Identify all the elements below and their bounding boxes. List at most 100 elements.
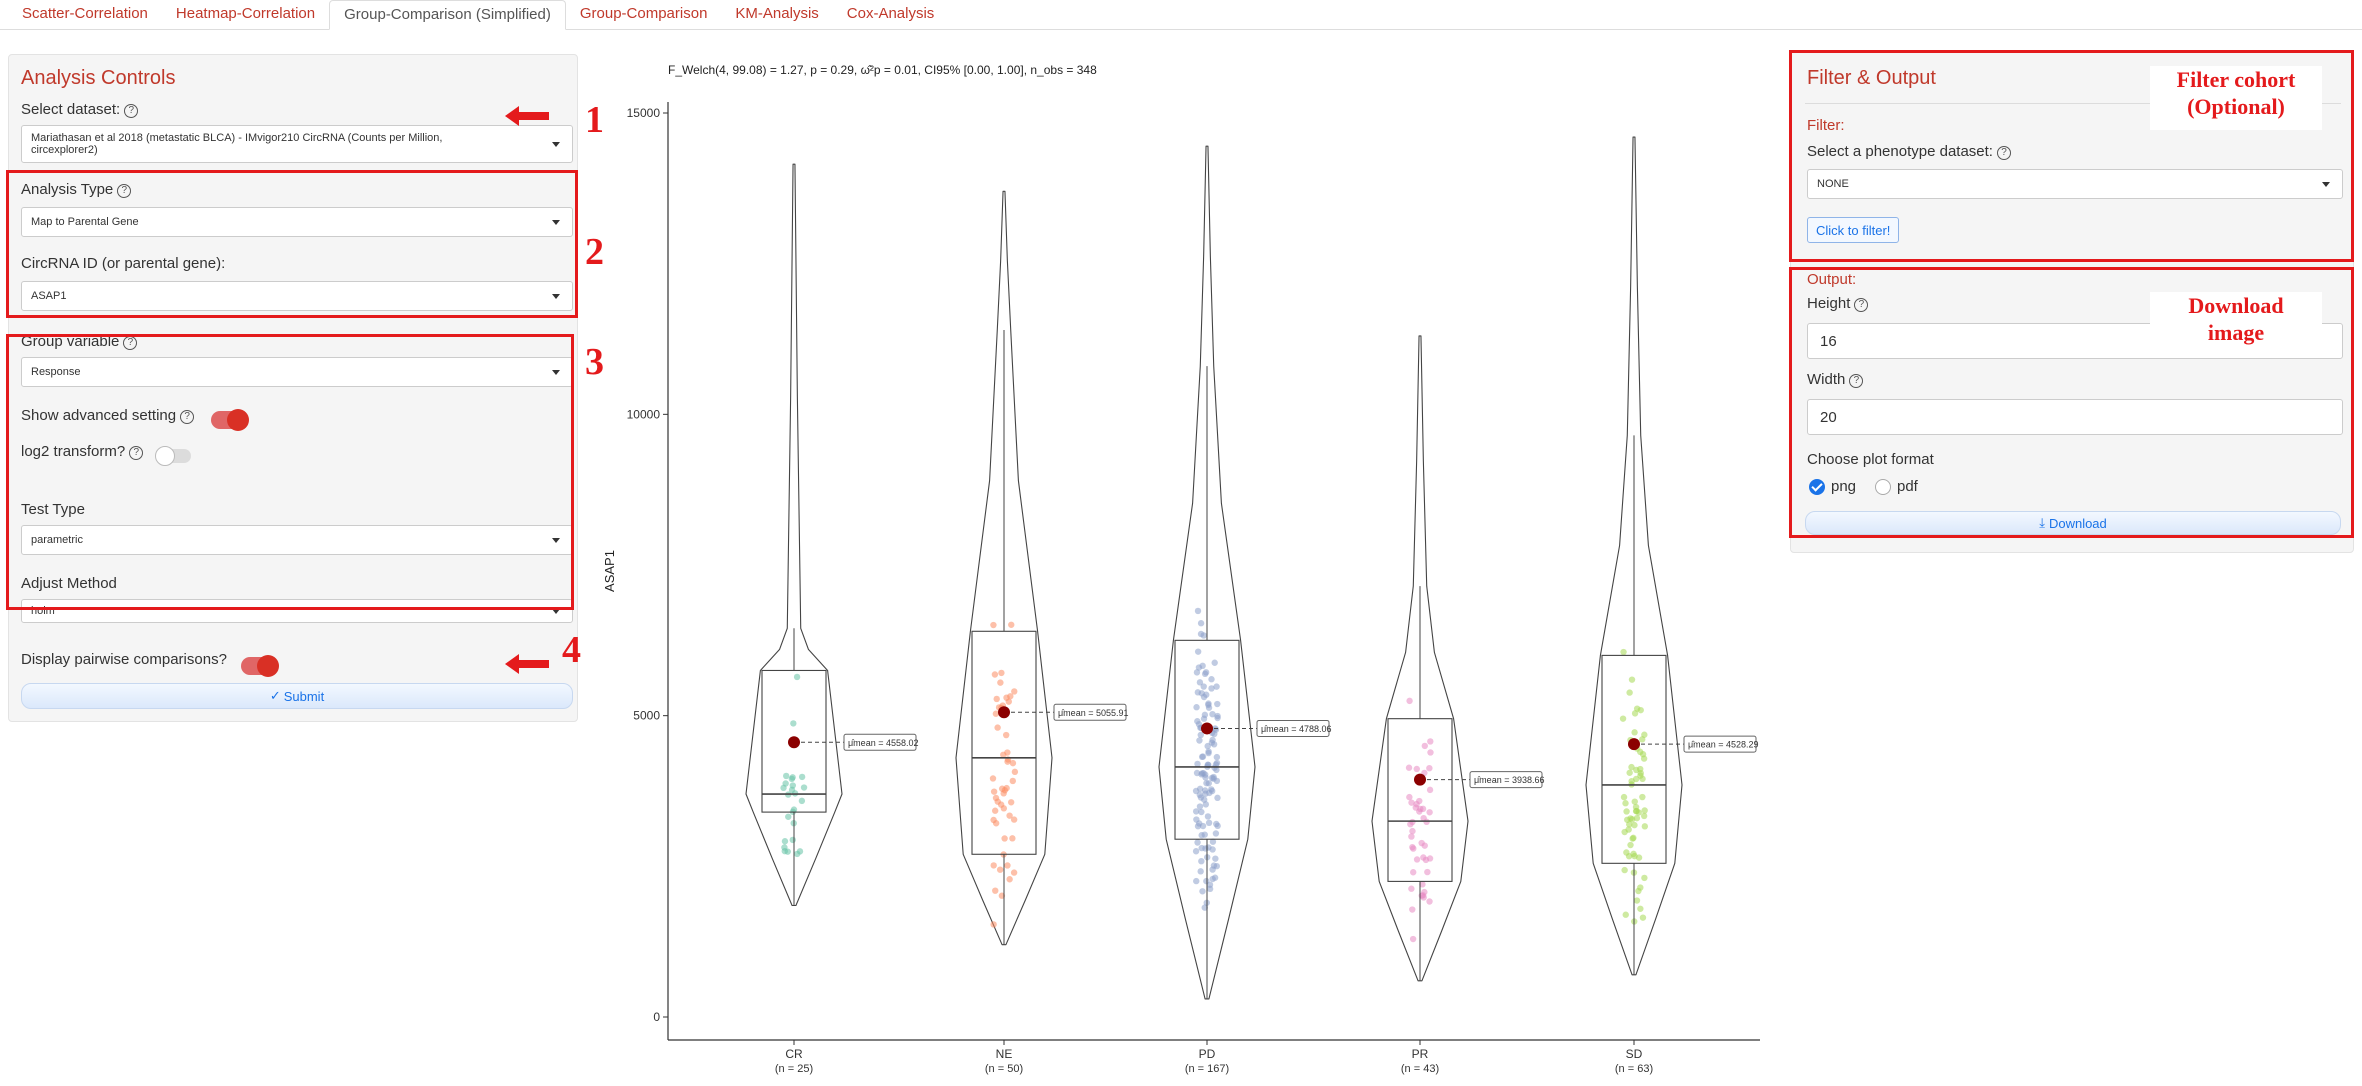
tab-heatmap-correlation[interactable]: Heatmap-Correlation (175, 5, 316, 22)
advanced-setting-toggle[interactable] (211, 409, 249, 431)
download-note-line1: Download (2188, 293, 2284, 318)
tab-km-analysis[interactable]: KM-Analysis (735, 5, 819, 22)
format-option-pdf[interactable]: pdf (1897, 478, 1918, 495)
format-radio-pdf[interactable] (1875, 479, 1891, 495)
tab-scatter-correlation[interactable]: Scatter-Correlation (22, 5, 148, 22)
data-point-SD (1620, 793, 1628, 801)
filter-button[interactable]: Click to filter! (1807, 217, 1900, 243)
data-point-PD (1197, 868, 1204, 875)
format-option-png[interactable]: png (1831, 478, 1857, 495)
step-number-2: 2 (585, 231, 604, 273)
data-point-SD (1627, 815, 1634, 822)
tab-group-comparison[interactable]: Group-Comparison (579, 5, 708, 22)
phenotype-select[interactable]: NONE (1807, 169, 2343, 199)
help-icon[interactable]: ? (1854, 298, 1869, 312)
data-point-SD (1639, 751, 1647, 758)
data-point-PD (1212, 761, 1220, 768)
mean-point-CR (788, 736, 800, 749)
adjust-method-value: holm (31, 605, 55, 617)
data-point-SD (1623, 808, 1630, 815)
data-point-PR (1410, 845, 1417, 852)
check-icon: ✓ (269, 688, 281, 703)
mean-point-PD (1201, 722, 1213, 735)
y-tick-label: 15000 (627, 106, 661, 120)
data-point-NE (1000, 751, 1007, 758)
violin-CR (745, 163, 843, 907)
test-type-select[interactable]: parametric (21, 525, 573, 555)
help-icon[interactable]: ? (124, 104, 139, 118)
tab-cox-analysis[interactable]: Cox-Analysis (846, 5, 935, 22)
data-point-PD (1206, 885, 1214, 893)
help-icon[interactable]: ? (129, 446, 144, 460)
data-point-PR (1406, 793, 1413, 801)
data-point-SD (1639, 775, 1646, 783)
circrna-select[interactable]: ASAP1 (21, 281, 573, 311)
analysis-type-select[interactable]: Map to Parental Gene (21, 207, 573, 237)
width-input[interactable]: 20 (1807, 399, 2343, 435)
data-point-CR (800, 784, 808, 791)
group-variable-select[interactable]: Response (21, 357, 573, 387)
data-point-PD (1209, 736, 1216, 744)
data-point-PD (1213, 753, 1221, 761)
data-point-PD (1193, 704, 1200, 711)
download-button[interactable]: ⤓ Download (1805, 511, 2341, 535)
data-point-SD (1631, 710, 1639, 717)
help-icon[interactable]: ? (117, 184, 132, 198)
filter-note-line2: (Optional) (2187, 94, 2285, 119)
data-point-CR (789, 836, 796, 844)
data-point-NE (1002, 731, 1010, 739)
data-point-CR (798, 797, 806, 805)
violin-plot: F_Welch(4, 99.08) = 1.27, p = 0.29, ω̂²p… (602, 63, 1760, 1075)
data-point-PD (1196, 785, 1204, 793)
data-point-PD (1198, 832, 1205, 839)
log2-toggle[interactable] (155, 446, 191, 466)
data-point-PD (1214, 794, 1221, 802)
data-point-PD (1213, 766, 1220, 774)
data-point-NE (1009, 777, 1017, 785)
chevron-down-icon (552, 142, 560, 147)
data-point-PD (1214, 700, 1221, 708)
n-label-CR: (n = 25) (775, 1063, 813, 1075)
data-point-PD (1196, 679, 1204, 686)
test-type-label: Test Type (21, 501, 85, 518)
step-number-1: 1 (585, 99, 604, 141)
data-point-SD (1632, 803, 1640, 811)
data-point-PR (1427, 738, 1434, 745)
data-point-CR (789, 774, 796, 781)
data-point-SD (1620, 648, 1627, 656)
data-point-PR (1420, 894, 1427, 901)
data-point-NE (990, 788, 998, 795)
data-point-PD (1195, 664, 1203, 671)
tab-group-comparison-simplified[interactable]: Group-Comparison (Simplified) (329, 0, 566, 30)
data-point-PD (1196, 803, 1204, 810)
data-point-SD (1639, 793, 1646, 801)
test-type-value: parametric (31, 534, 83, 546)
mean-label-box-PD (1256, 719, 1330, 737)
data-point-PR (1422, 856, 1430, 864)
data-point-PR (1426, 764, 1433, 772)
data-point-SD (1631, 798, 1638, 805)
mean-label-box-CR (843, 733, 917, 751)
help-icon[interactable]: ? (1849, 374, 1864, 388)
data-point-PD (1208, 685, 1215, 692)
toggle-knob (227, 409, 249, 431)
data-point-NE (992, 887, 999, 894)
data-point-PD (1196, 737, 1203, 744)
help-icon[interactable]: ? (1996, 146, 2011, 160)
format-radio-png[interactable] (1809, 479, 1825, 495)
adjust-method-select[interactable]: holm (21, 599, 573, 623)
data-point-NE (1009, 835, 1016, 842)
data-point-SD (1626, 821, 1633, 828)
width-label: Width? (1807, 371, 1864, 388)
submit-button[interactable]: ✓ Submit (21, 683, 573, 709)
height-label-text: Height (1807, 295, 1851, 312)
toggle-knob (257, 655, 279, 677)
chevron-down-icon (2322, 182, 2330, 187)
pairwise-toggle[interactable] (241, 655, 279, 677)
dataset-select[interactable]: Mariathasan et al 2018 (metastatic BLCA)… (21, 125, 573, 163)
phenotype-label-text: Select a phenotype dataset: (1807, 143, 1993, 160)
help-icon[interactable]: ? (180, 410, 195, 424)
help-icon[interactable]: ? (123, 336, 138, 350)
phenotype-label: Select a phenotype dataset:? (1807, 143, 2011, 160)
y-axis-label: ASAP1 (602, 550, 617, 592)
